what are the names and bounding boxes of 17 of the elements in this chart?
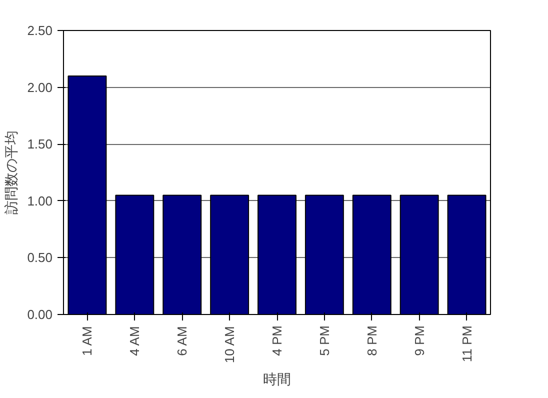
x-tick-label: 11 PM bbox=[459, 326, 474, 362]
x-tick-label: 8 PM bbox=[364, 326, 380, 356]
y-tick-label: 1.50 bbox=[27, 136, 53, 152]
x-tick-label: 6 AM bbox=[174, 326, 190, 356]
x-tick-label: 9 PM bbox=[412, 326, 427, 356]
x-axis-title: 時間 bbox=[263, 371, 291, 388]
y-tick-label: 0.00 bbox=[27, 307, 53, 322]
y-tick-label: 2.50 bbox=[27, 23, 53, 38]
y-tick-label: 1.00 bbox=[27, 193, 53, 208]
x-tick-label: 10 AM bbox=[222, 326, 238, 364]
x-tick-label: 4 PM bbox=[270, 326, 284, 356]
x-tick-label: 4 AM bbox=[127, 326, 142, 356]
y-tick-label: 0.50 bbox=[27, 250, 53, 266]
y-axis-title: 訪問数の平均 bbox=[3, 130, 20, 214]
y-tick-label: 2.00 bbox=[27, 80, 53, 95]
x-tick-label: 1 AM bbox=[80, 326, 95, 356]
x-tick-label: 5 PM bbox=[316, 326, 332, 356]
